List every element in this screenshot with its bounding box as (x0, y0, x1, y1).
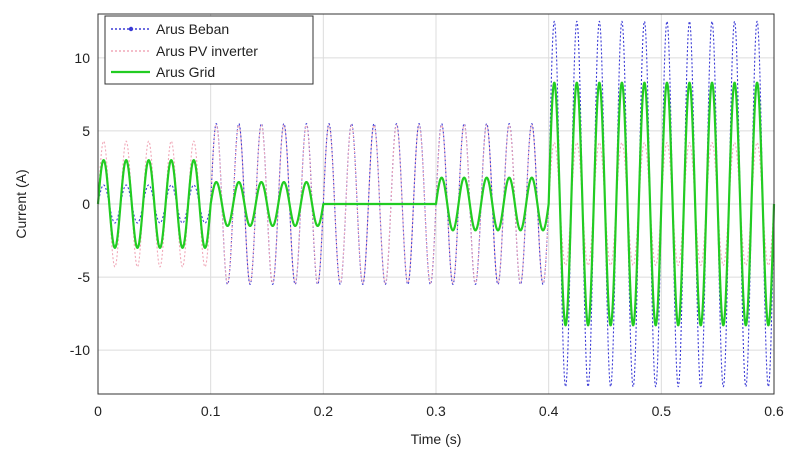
x-tick-label-0-2: 0.2 (314, 403, 334, 419)
x-tick-label-0: 0 (94, 403, 102, 419)
legend-label-arus-beban: Arus Beban (156, 21, 229, 37)
x-axis-label: Time (s) (411, 431, 462, 447)
series-layer (96, 20, 776, 388)
x-tick-label-0-6: 0.6 (764, 403, 784, 419)
legend-label-arus-pv-inverter: Arus PV inverter (156, 43, 258, 59)
legend-marker-arus-beban (128, 26, 134, 32)
plot-frame (97, 13, 775, 395)
x-tick-labels: 0 0.1 0.2 0.3 0.4 0.5 0.6 (94, 403, 784, 419)
legend-label-arus-grid: Arus Grid (156, 64, 215, 80)
y-tick-label-0: 0 (82, 196, 90, 212)
legend: Arus Beban Arus PV inverter Arus Grid (104, 15, 314, 85)
y-tick-label-5: 5 (82, 123, 90, 139)
series-line-arus-grid (96, 81, 776, 327)
x-tick-label-0-3: 0.3 (426, 403, 446, 419)
y-tick-label-5: -5 (78, 269, 91, 285)
x-tick-label-0-5: 0.5 (652, 403, 672, 419)
y-tick-label-10: -10 (70, 342, 90, 358)
y-tick-label-10: 10 (74, 50, 90, 66)
x-tick-label-0-1: 0.1 (201, 403, 221, 419)
y-axis-label: Current (A) (13, 169, 29, 238)
x-tick-label-0-4: 0.4 (539, 403, 559, 419)
y-tick-labels: 10 5 0 -5 -10 (70, 50, 90, 358)
